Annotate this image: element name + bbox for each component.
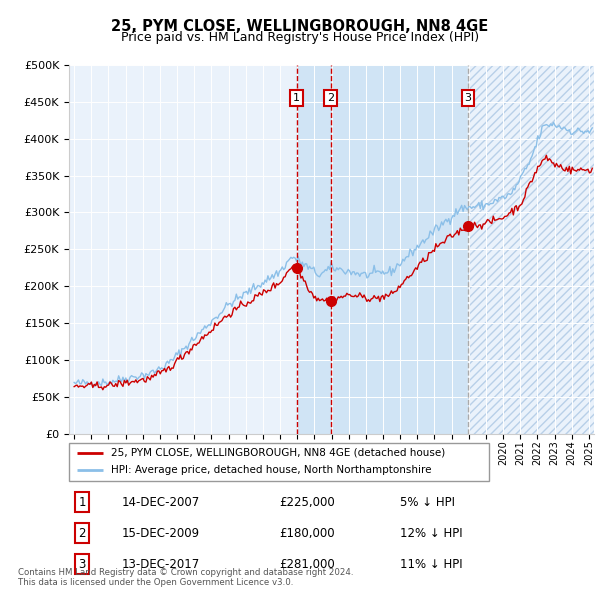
Text: 5% ↓ HPI: 5% ↓ HPI <box>400 496 455 509</box>
Text: 11% ↓ HPI: 11% ↓ HPI <box>400 558 463 571</box>
Text: 25, PYM CLOSE, WELLINGBOROUGH, NN8 4GE (detached house): 25, PYM CLOSE, WELLINGBOROUGH, NN8 4GE (… <box>111 448 445 458</box>
Bar <box>296 65 331 434</box>
Text: 1: 1 <box>79 496 86 509</box>
Text: 14-DEC-2007: 14-DEC-2007 <box>121 496 200 509</box>
Text: 25, PYM CLOSE, WELLINGBOROUGH, NN8 4GE: 25, PYM CLOSE, WELLINGBOROUGH, NN8 4GE <box>112 19 488 34</box>
Text: £281,000: £281,000 <box>279 558 335 571</box>
Text: 2: 2 <box>327 93 334 103</box>
Text: 3: 3 <box>464 93 472 103</box>
Text: Price paid vs. HM Land Registry's House Price Index (HPI): Price paid vs. HM Land Registry's House … <box>121 31 479 44</box>
Text: £225,000: £225,000 <box>279 496 335 509</box>
Bar <box>331 65 468 434</box>
Text: HPI: Average price, detached house, North Northamptonshire: HPI: Average price, detached house, Nort… <box>111 466 431 476</box>
Text: 13-DEC-2017: 13-DEC-2017 <box>121 558 200 571</box>
Text: 1: 1 <box>293 93 300 103</box>
Text: 15-DEC-2009: 15-DEC-2009 <box>121 527 200 540</box>
Text: £180,000: £180,000 <box>279 527 335 540</box>
FancyBboxPatch shape <box>69 442 489 481</box>
Text: 3: 3 <box>79 558 86 571</box>
Bar <box>468 65 594 434</box>
Text: 12% ↓ HPI: 12% ↓ HPI <box>400 527 463 540</box>
Text: 2: 2 <box>79 527 86 540</box>
Text: This data is licensed under the Open Government Licence v3.0.: This data is licensed under the Open Gov… <box>18 578 293 587</box>
Bar <box>468 65 594 434</box>
Text: Contains HM Land Registry data © Crown copyright and database right 2024.: Contains HM Land Registry data © Crown c… <box>18 568 353 577</box>
